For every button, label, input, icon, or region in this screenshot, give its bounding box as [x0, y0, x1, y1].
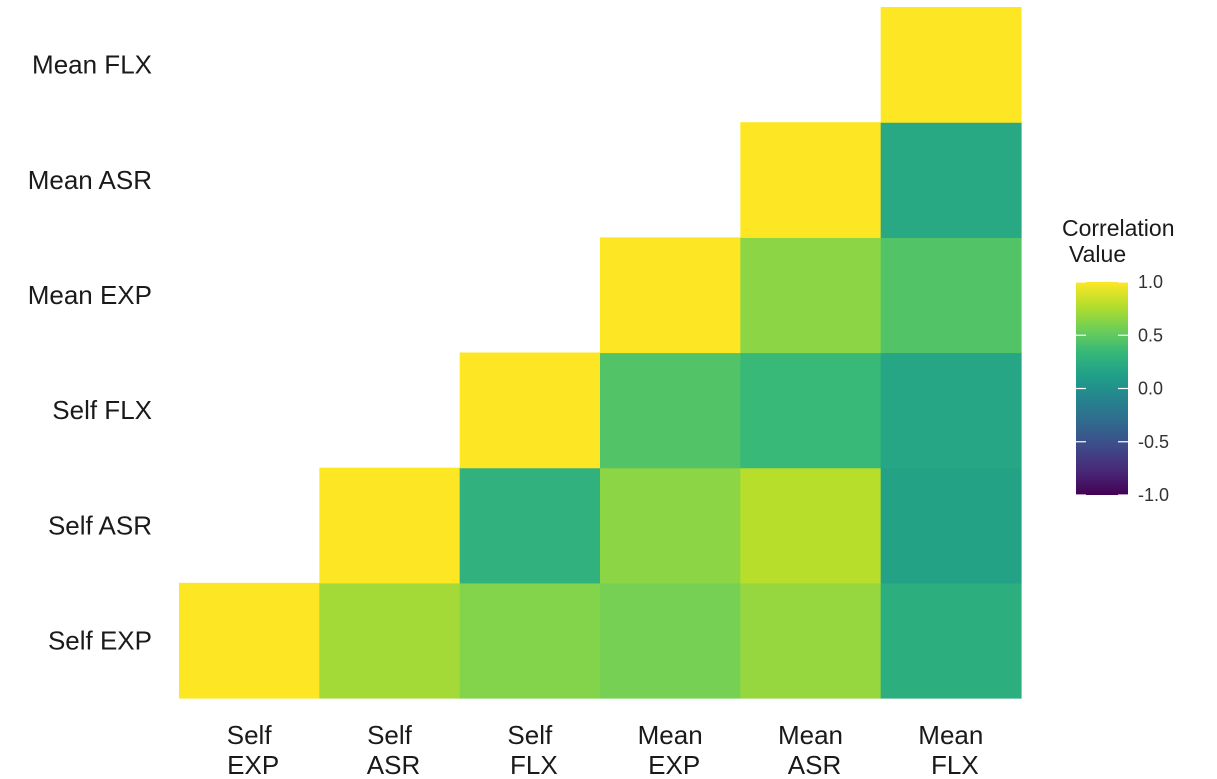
y-tick-label: Mean FLX: [32, 50, 152, 80]
x-tick-label: Mean EXP: [638, 720, 703, 779]
heatmap-cell-r2-c4: [740, 352, 882, 469]
y-tick-label: Mean ASR: [28, 165, 152, 195]
heatmap-cell-r3-c3: [600, 237, 741, 354]
heatmap-cell-r3-c4: [740, 237, 882, 354]
legend-tick-label: 0.0: [1138, 379, 1163, 399]
x-tick-label-line: Self: [227, 720, 273, 750]
heatmap-cell-r0-c4: [740, 582, 882, 699]
x-tick-label-line: FLX: [510, 750, 558, 779]
heatmap-cell-r0-c1: [319, 582, 461, 699]
x-tick-label: Mean ASR: [778, 720, 843, 779]
x-tick-label-line: Mean: [778, 720, 843, 750]
x-tick-label: Self EXP: [227, 720, 279, 779]
heatmap-cell-r0-c0: [179, 582, 320, 699]
legend: Correlation Value 1.0 0.5 0.0 -0.5 -1.0: [1062, 215, 1175, 505]
x-tick-label: Mean FLX: [918, 720, 983, 779]
y-tick-label: Mean EXP: [28, 280, 152, 310]
heatmap-cell-r0-c3: [600, 582, 741, 699]
heatmap-cell-r0-c2: [459, 582, 601, 699]
heatmap-cell-r1-c2: [459, 467, 601, 584]
heatmap-cell-r0-c5: [880, 582, 1022, 699]
legend-title-line-2: Value: [1069, 241, 1126, 267]
y-axis-labels: Self EXP Self ASR Self FLX Mean EXP Mean ASR…: [28, 50, 152, 656]
x-tick-label-line: FLX: [931, 750, 979, 779]
y-tick-label: Self FLX: [52, 395, 152, 425]
x-tick-label-line: Mean: [918, 720, 983, 750]
heatmap-cell-r2-c3: [600, 352, 741, 469]
legend-ticks: 1.0 0.5 0.0 -0.5 -1.0: [1076, 272, 1169, 505]
x-tick-label-line: Self: [507, 720, 553, 750]
legend-tick-label: -0.5: [1138, 432, 1169, 452]
legend-tick-label: 0.5: [1138, 325, 1163, 345]
heatmap-cell-r3-c5: [880, 237, 1022, 354]
heatmap-cell-r4-c4: [740, 122, 882, 238]
x-tick-label-line: ASR: [788, 750, 841, 779]
y-tick-label: Self ASR: [48, 510, 152, 540]
heatmap-cell-r1-c1: [319, 467, 461, 584]
heatmap-cell-r1-c5: [880, 467, 1022, 584]
x-tick-label: Self FLX: [507, 720, 557, 779]
y-tick-label: Self EXP: [48, 625, 152, 655]
heatmap-cell-r2-c2: [459, 352, 601, 469]
legend-tick-label: 1.0: [1138, 272, 1163, 292]
x-tick-label-line: Mean: [638, 720, 703, 750]
heatmap-cell-r1-c4: [740, 467, 882, 584]
heatmap-cell-r4-c5: [880, 122, 1022, 238]
x-tick-label-line: Self: [367, 720, 413, 750]
heatmap-cell-r5-c5: [880, 7, 1022, 123]
x-tick-label-line: EXP: [648, 750, 700, 779]
x-tick-label-line: ASR: [367, 750, 420, 779]
legend-tick-label: -1.0: [1138, 485, 1169, 505]
heatmap-cell-r2-c5: [880, 352, 1022, 469]
heatmap-cells: [179, 7, 1022, 699]
x-tick-label-line: EXP: [227, 750, 279, 779]
x-tick-label: Self ASR: [367, 720, 420, 779]
heatmap-cell-r1-c3: [600, 467, 741, 584]
legend-title-line-1: Correlation: [1062, 215, 1175, 241]
